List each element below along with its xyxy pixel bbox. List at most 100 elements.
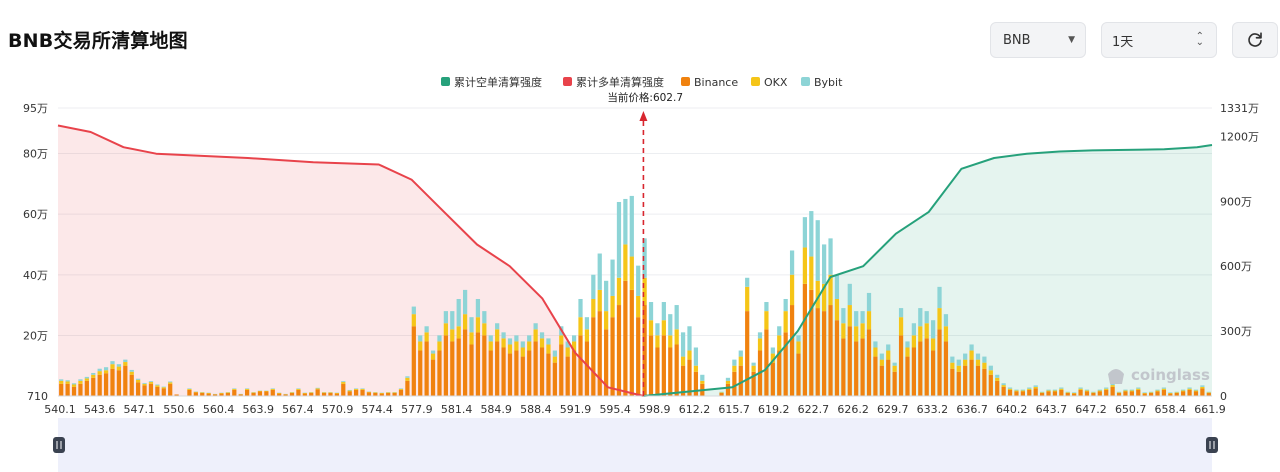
bar-binance (148, 383, 154, 396)
bar-bybit (110, 361, 115, 365)
bar-binance (1174, 392, 1179, 396)
bar-okx (354, 389, 359, 390)
bar-okx (956, 365, 961, 372)
bar-binance (1155, 391, 1160, 396)
bar-okx (405, 377, 410, 381)
bar-okx (604, 311, 609, 330)
y-left-tick: 60万 (23, 208, 48, 221)
bar-okx (366, 391, 372, 393)
legend-swatch (751, 77, 760, 86)
bar-bybit (1148, 391, 1154, 393)
bar-okx (289, 392, 295, 393)
bar-binance (1033, 388, 1038, 396)
bar-bybit (725, 377, 731, 381)
x-tick: 633.2 (917, 403, 949, 416)
bar-binance (123, 365, 128, 396)
bar-okx (738, 356, 743, 366)
bar-bybit (552, 350, 557, 357)
bar-okx (71, 384, 77, 387)
bar-binance (212, 394, 218, 396)
bar-okx (437, 341, 442, 351)
bar-bybit (828, 238, 833, 275)
bar-bybit (533, 323, 538, 330)
bar-binance (219, 393, 224, 396)
bar-binance (559, 344, 564, 396)
bar-binance (103, 373, 109, 396)
bar-binance (283, 394, 288, 396)
bar-okx (578, 317, 583, 336)
bar-okx (155, 385, 160, 387)
bar-okx (78, 380, 83, 384)
bar-binance (366, 392, 372, 396)
bar-bybit (1142, 392, 1147, 393)
bar-okx (1161, 388, 1167, 390)
bar-binance (1007, 389, 1013, 396)
bar-binance (514, 350, 519, 396)
bar-binance (918, 341, 923, 396)
bar-binance (886, 359, 891, 396)
cumulative-lines (57, 124, 1213, 397)
bar-bybit (591, 274, 596, 299)
bar-bybit (648, 302, 654, 321)
bar-binance (1039, 392, 1045, 396)
bar-okx (161, 387, 166, 389)
bar-bybit (809, 211, 814, 257)
bar-binance (1014, 391, 1019, 396)
bar-bybit (1078, 387, 1083, 389)
range-slider-handle-right[interactable] (1206, 437, 1218, 453)
bar-binance (898, 335, 904, 396)
bar-okx (97, 371, 102, 375)
bar-bybit (815, 220, 820, 281)
bar-bybit (424, 326, 429, 333)
refresh-button[interactable] (1232, 22, 1278, 58)
bar-bybit (655, 323, 660, 336)
symbol-select[interactable]: BNB ▼ (990, 22, 1086, 58)
bar-okx (482, 323, 487, 336)
bar-bybit (546, 338, 551, 345)
bar-okx (116, 366, 122, 371)
bar-okx (1155, 390, 1160, 392)
bar-okx (905, 347, 910, 357)
bar-binance (1027, 389, 1032, 396)
bar-okx (1014, 390, 1019, 392)
bar-binance (373, 392, 378, 396)
bar-okx (84, 378, 89, 381)
y-right-tick: 1200万 (1220, 130, 1259, 143)
legend-label: 累计空单清算强度 (454, 75, 542, 89)
bar-okx (430, 353, 436, 360)
liquidation-map-chart: 累计空单清算强度 累计多单清算强度 Binance OKX Bybit 710 20万 40… (23, 75, 1259, 472)
bar-binance (924, 338, 929, 396)
bar-binance (296, 389, 301, 396)
bar-binance (552, 362, 557, 396)
bar-binance (245, 389, 250, 396)
timeframe-select[interactable]: 1天 ⌃ ⌄ (1101, 22, 1217, 58)
bar-binance (341, 383, 346, 396)
bar-okx (193, 391, 198, 393)
range-slider-handle-left[interactable] (53, 437, 65, 453)
bar-binance (200, 392, 205, 396)
x-tick: 658.4 (1155, 403, 1187, 416)
bar-binance (796, 353, 801, 396)
bar-okx (552, 356, 557, 363)
bar-okx (136, 379, 141, 383)
bar-okx (1001, 385, 1006, 387)
bar-okx (591, 298, 596, 318)
bar-okx (764, 311, 769, 330)
bar-okx (379, 392, 384, 394)
bar-okx (129, 371, 134, 375)
bar-bybit (1174, 391, 1179, 393)
bar-binance (257, 391, 263, 396)
bar-bybit (1046, 389, 1051, 391)
x-tick: 626.2 (837, 403, 869, 416)
bar-okx (1065, 392, 1070, 393)
bar-okx (648, 320, 654, 336)
bar-okx (1136, 388, 1141, 390)
bar-bybit (450, 311, 455, 330)
bar-binance (1059, 389, 1064, 396)
bar-okx (277, 392, 282, 394)
x-tick: 584.9 (480, 403, 512, 416)
bar-bybit (1084, 389, 1090, 391)
x-tick: 615.7 (718, 403, 750, 416)
bar-bybit (584, 317, 590, 330)
range-slider-track[interactable] (58, 418, 1212, 472)
